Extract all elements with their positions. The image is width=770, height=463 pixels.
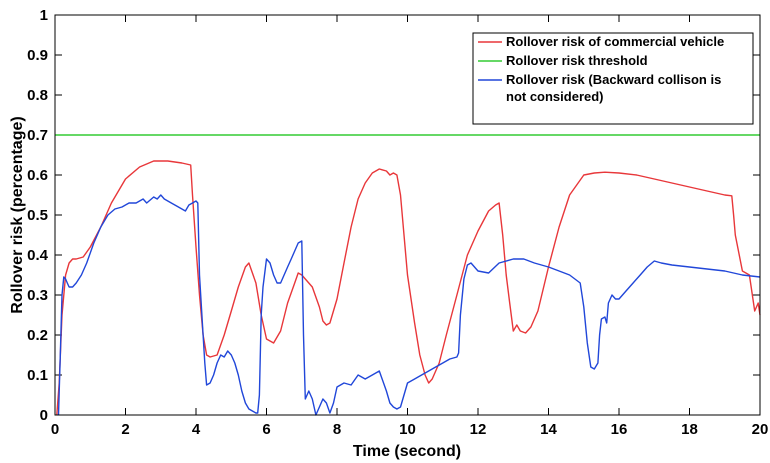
y-tick-label: 0.4 bbox=[27, 247, 49, 264]
legend: Rollover risk of commercial vehicle Rollo… bbox=[472, 32, 754, 125]
x-axis-title: Time (second) bbox=[353, 443, 461, 460]
x-tick-label: 18 bbox=[681, 421, 698, 438]
y-tick-label: 0.3 bbox=[27, 287, 48, 304]
x-tick-label: 0 bbox=[51, 421, 59, 438]
x-tick-label: 2 bbox=[121, 421, 129, 438]
x-tick-label: 14 bbox=[540, 421, 557, 438]
x-tick-label: 12 bbox=[470, 421, 487, 438]
plot-frame bbox=[54, 14, 761, 416]
blue-risk-line bbox=[57, 194, 761, 416]
x-tick-label: 8 bbox=[333, 421, 341, 438]
tick-labels: 0 2 4 6 8 10 12 14 16 18 20 0 0.1 0.2 0.3 0.4 0.5 0.6 0.7 0… bbox=[27, 7, 768, 438]
series-lines bbox=[55, 134, 761, 416]
legend-box bbox=[472, 32, 754, 125]
x-tick-label: 4 bbox=[192, 421, 201, 438]
y-tick-label: 0.6 bbox=[27, 167, 48, 184]
y-tick-label: 0.7 bbox=[27, 127, 48, 144]
x-tick-label: 16 bbox=[611, 421, 628, 438]
legend-label: Rollover risk of commercial vehicle bbox=[506, 34, 724, 49]
legend-label: Rollover risk threshold bbox=[506, 53, 648, 68]
y-tick-label: 0.9 bbox=[27, 47, 48, 64]
red-risk-line bbox=[56, 160, 761, 416]
x-tick-label: 10 bbox=[399, 421, 416, 438]
y-tick-label: 0.5 bbox=[27, 207, 48, 224]
y-tick-label: 0.8 bbox=[27, 87, 48, 104]
y-axis-title: Rollover risk (percentage) bbox=[9, 116, 26, 313]
x-tick-label: 20 bbox=[752, 421, 769, 438]
legend-label: Rollover risk (Backward collison is bbox=[506, 72, 721, 87]
y-tick-label: 1 bbox=[40, 7, 48, 24]
x-tick-label: 6 bbox=[262, 421, 270, 438]
y-tick-label: 0.2 bbox=[27, 327, 48, 344]
legend-label: not considered) bbox=[506, 89, 604, 104]
y-tick-label: 0.1 bbox=[27, 367, 48, 384]
y-tick-label: 0 bbox=[40, 407, 48, 424]
